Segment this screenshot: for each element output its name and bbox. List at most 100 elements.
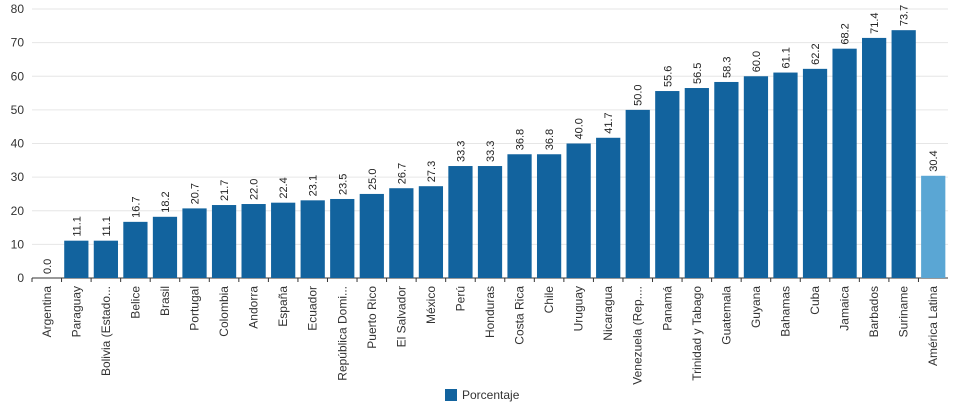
data-label: 40.0 (574, 118, 586, 139)
bar[interactable] (93, 240, 118, 278)
bar[interactable] (596, 137, 621, 278)
data-label: 36.8 (515, 129, 527, 150)
y-tick-label: 0 (17, 271, 24, 285)
category-label: Puerto Rico (365, 286, 379, 349)
category-label: Portugal (188, 286, 202, 331)
bar[interactable] (921, 175, 946, 278)
data-label: 18.2 (160, 191, 172, 212)
category-label: Honduras (483, 286, 497, 338)
category-label: Brasil (158, 286, 172, 316)
legend-swatch (445, 389, 457, 401)
bar[interactable] (655, 91, 680, 278)
bar[interactable] (64, 240, 89, 278)
category-label: Jamaica (838, 286, 852, 331)
category-label: Venezuela (Rep.... (631, 286, 645, 385)
bar[interactable] (300, 200, 325, 278)
data-label: 11.1 (71, 216, 83, 237)
bar[interactable] (891, 30, 916, 279)
data-label: 55.6 (662, 66, 674, 87)
category-label: Costa Rica (513, 286, 527, 345)
data-label: 36.8 (544, 129, 556, 150)
y-tick-label: 70 (11, 36, 25, 50)
category-label: Trinidad y Tabago (690, 286, 704, 381)
category-label: Paraguay (69, 286, 83, 337)
bar[interactable] (832, 48, 857, 279)
data-label: 60.0 (751, 51, 763, 72)
bar[interactable] (123, 221, 148, 278)
category-label: Suriname (897, 286, 911, 338)
category-label: Perú (453, 286, 467, 311)
category-label: Guatemala (719, 286, 733, 345)
y-tick-label: 80 (11, 2, 25, 16)
bar[interactable] (330, 198, 355, 278)
bar[interactable] (862, 37, 887, 278)
data-label: 30.4 (928, 150, 940, 171)
category-label: Colombia (217, 286, 231, 337)
bar[interactable] (802, 68, 828, 278)
data-label: 27.3 (426, 161, 438, 182)
category-label: América Latina (926, 286, 940, 366)
legend[interactable]: Porcentaje (445, 388, 520, 402)
bar[interactable] (418, 186, 444, 278)
data-label: 61.1 (780, 47, 792, 68)
bar[interactable] (773, 72, 798, 278)
category-label: Barbados (867, 286, 881, 337)
legend-label: Porcentaje (462, 388, 520, 402)
data-label: 73.7 (899, 5, 911, 26)
data-labels: 0.0 11.1 11.1 16.7 18.2 20.7 21.7 22.0 22.4 23.1 2… (42, 5, 940, 274)
category-label: Nicaragua (601, 286, 615, 341)
category-label: Bolivia (Estado... (99, 286, 113, 376)
bar[interactable] (241, 204, 266, 278)
data-label: 50.0 (633, 84, 645, 105)
category-label: Uruguay (572, 286, 586, 331)
category-label: Panamá (660, 286, 674, 331)
bar[interactable] (566, 143, 591, 279)
bar[interactable] (684, 88, 709, 279)
y-tick-label: 30 (11, 170, 25, 184)
data-label: 26.7 (396, 163, 408, 184)
data-label: 23.5 (337, 174, 349, 195)
y-tick-label: 10 (11, 237, 25, 251)
bar[interactable] (152, 216, 178, 278)
bar[interactable] (271, 202, 296, 278)
bar[interactable] (714, 81, 739, 278)
bar[interactable] (448, 166, 473, 278)
data-label: 25.0 (367, 169, 379, 190)
bar[interactable] (743, 76, 769, 278)
bar[interactable] (507, 154, 532, 278)
bar[interactable] (211, 205, 237, 278)
y-tick-label: 60 (11, 69, 25, 83)
bar[interactable] (389, 188, 414, 278)
category-label: México (424, 286, 438, 324)
bar[interactable] (625, 109, 650, 279)
bar[interactable] (536, 154, 562, 278)
category-label: Andorra (247, 286, 261, 329)
y-axis-ticks: 0 10 20 30 40 50 60 70 80 (11, 2, 25, 285)
data-label: 71.4 (869, 12, 881, 33)
category-labels: Argentina Paraguay Bolivia (Estado... Belic… (40, 286, 940, 385)
category-label: Ecuador (306, 286, 320, 331)
data-label: 20.7 (190, 183, 202, 204)
data-label: 16.7 (130, 196, 142, 217)
data-label: 22.4 (278, 177, 290, 198)
data-label: 62.2 (810, 43, 822, 64)
category-label: Guyana (749, 286, 763, 328)
bar[interactable] (477, 166, 503, 278)
bar[interactable] (182, 208, 207, 278)
data-label: 33.3 (455, 141, 467, 162)
category-label: República Domi... (335, 286, 349, 381)
data-label: 58.3 (721, 57, 733, 78)
y-tick-label: 20 (11, 204, 25, 218)
data-label: 22.0 (249, 179, 261, 200)
data-label: 33.3 (485, 141, 497, 162)
bars (64, 30, 946, 279)
category-label: El Salvador (394, 286, 408, 347)
data-label: 56.5 (692, 63, 704, 84)
bar[interactable] (359, 193, 384, 278)
category-label: España (276, 286, 290, 327)
data-label: 0.0 (42, 259, 54, 274)
data-label: 21.7 (219, 180, 231, 201)
y-tick-label: 40 (11, 137, 25, 151)
